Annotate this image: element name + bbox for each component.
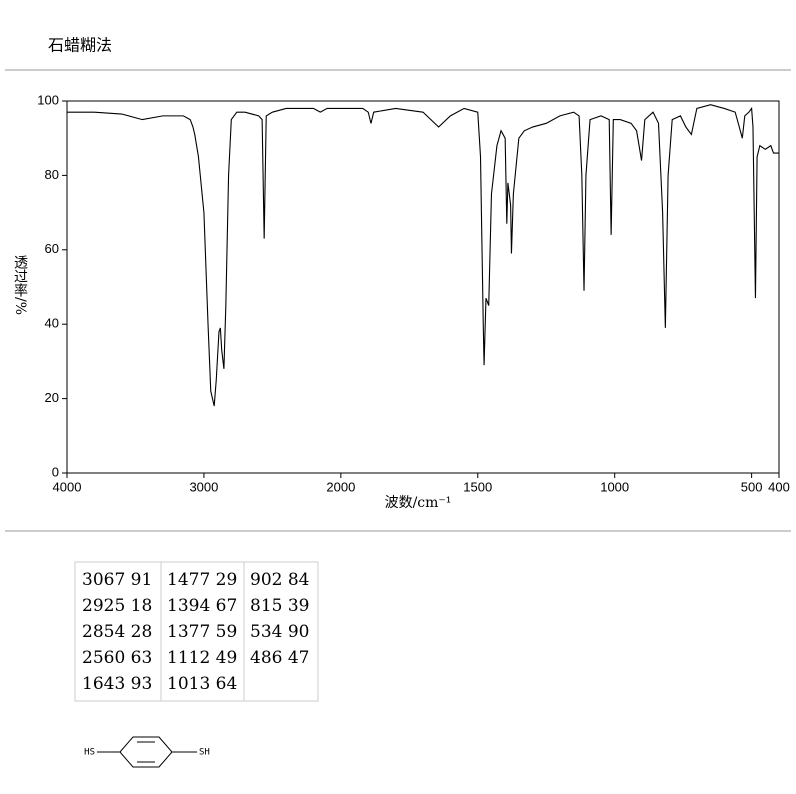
transmittance: 47 (288, 648, 310, 668)
transmittance: 84 (288, 570, 310, 590)
x-tick-label: 400 (768, 479, 790, 494)
table-cell: 2854 28 (82, 622, 152, 642)
x-tick-label: 1000 (600, 479, 629, 494)
table-cell: 1643 93 (82, 674, 152, 694)
table-cell: 2925 18 (82, 596, 152, 616)
wavenumber: 1477 (167, 570, 210, 590)
table-cell: 3067 91 (82, 570, 152, 590)
transmittance: 28 (131, 622, 153, 642)
wavenumber: 2560 (82, 648, 125, 668)
x-tick-label: 2000 (326, 479, 355, 494)
table-cell: 1477 29 (167, 570, 237, 590)
wavenumber: 1377 (167, 622, 210, 642)
group-label: SH (199, 748, 210, 758)
x-axis-label: 波数/cm⁻¹ (385, 495, 452, 511)
wavenumber: 3067 (82, 570, 125, 590)
transmittance: 64 (216, 674, 238, 694)
wavenumber: 1643 (82, 674, 125, 694)
x-tick-label: 3000 (189, 479, 218, 494)
y-tick-label: 20 (45, 390, 59, 405)
wavenumber: 815 (250, 596, 282, 616)
table-cell: 1112 49 (167, 648, 237, 668)
wavenumber: 1112 (167, 648, 210, 668)
wavenumber: 486 (250, 648, 282, 668)
table-cell: 1013 64 (167, 674, 237, 694)
y-tick-label: 80 (45, 167, 59, 182)
y-tick-label: 40 (45, 316, 59, 331)
y-axis-label: 透过率/% (12, 255, 28, 315)
transmittance: 29 (216, 570, 238, 590)
wavenumber: 2854 (82, 622, 125, 642)
transmittance: 39 (288, 596, 310, 616)
wavenumber: 1394 (167, 596, 210, 616)
transmittance: 49 (216, 648, 238, 668)
wavenumber: 902 (250, 570, 282, 590)
transmittance: 59 (216, 622, 238, 642)
transmittance: 67 (216, 596, 238, 616)
table-cell: 815 39 (250, 596, 310, 616)
peak-table (74, 561, 319, 702)
x-tick-label: 4000 (53, 479, 82, 494)
transmittance: 90 (288, 622, 310, 642)
wavenumber: 1013 (167, 674, 210, 694)
y-tick-label: 60 (45, 241, 59, 256)
group-label: HS (84, 748, 95, 758)
wavenumber: 534 (250, 622, 282, 642)
y-tick-label: 0 (52, 464, 59, 479)
y-tick-label: 100 (37, 92, 59, 107)
table-cell: 486 47 (250, 648, 310, 668)
x-tick-label: 1500 (463, 479, 492, 494)
transmittance: 63 (131, 648, 153, 668)
wavenumber: 2925 (82, 596, 125, 616)
plot-frame (66, 100, 780, 474)
table-cell: 2560 63 (82, 648, 152, 668)
table-cell: 1377 59 (167, 622, 237, 642)
transmittance: 93 (131, 674, 153, 694)
table-cell: 534 90 (250, 622, 310, 642)
x-tick-label: 500 (741, 479, 763, 494)
table-cell: 902 84 (250, 570, 310, 590)
transmittance: 91 (131, 570, 153, 590)
transmittance: 18 (131, 596, 153, 616)
spectrum-line (67, 104, 779, 407)
table-cell: 1394 67 (167, 596, 237, 616)
page-title: 石蜡糊法 (48, 36, 112, 55)
